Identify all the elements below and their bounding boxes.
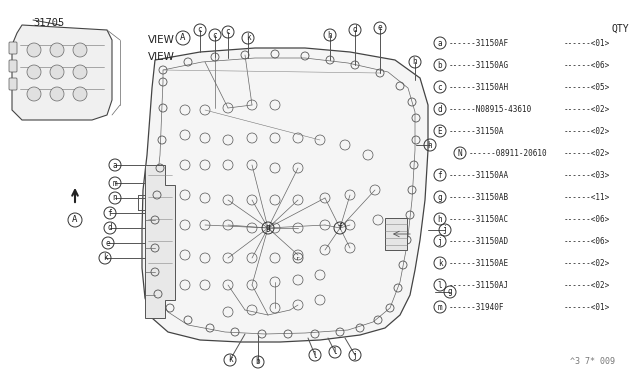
Text: A: A <box>180 33 186 42</box>
Text: ------<02>: ------<02> <box>564 259 610 267</box>
Text: l: l <box>333 347 337 356</box>
Text: ------<05>: ------<05> <box>564 83 610 92</box>
Text: k: k <box>438 259 442 267</box>
Circle shape <box>27 87 41 101</box>
Text: ------<06>: ------<06> <box>564 61 610 70</box>
Text: QTY: QTY <box>611 24 629 34</box>
Text: N: N <box>458 148 462 157</box>
Bar <box>385 218 407 250</box>
Text: ------31150AF: ------31150AF <box>449 38 509 48</box>
Text: ------31150AJ: ------31150AJ <box>449 280 509 289</box>
Text: c: c <box>438 83 442 92</box>
Text: ------<02>: ------<02> <box>564 280 610 289</box>
Text: ------<01>: ------<01> <box>564 38 610 48</box>
Text: ------<02>: ------<02> <box>564 148 610 157</box>
Polygon shape <box>145 165 175 318</box>
Text: g: g <box>438 192 442 202</box>
Text: g: g <box>448 288 452 296</box>
Text: f: f <box>438 170 442 180</box>
Text: ------31150AB: ------31150AB <box>449 192 509 202</box>
Text: ------31150AC: ------31150AC <box>449 215 509 224</box>
Text: a: a <box>438 38 442 48</box>
Text: c: c <box>198 26 202 35</box>
Circle shape <box>27 65 41 79</box>
Text: E: E <box>438 126 442 135</box>
Circle shape <box>50 87 64 101</box>
Text: ------31940F: ------31940F <box>449 302 504 311</box>
Text: d: d <box>353 26 357 35</box>
Circle shape <box>73 65 87 79</box>
Text: c: c <box>226 28 230 36</box>
Text: f: f <box>338 224 342 232</box>
Text: e: e <box>378 23 382 32</box>
Text: m: m <box>113 179 117 187</box>
Text: l: l <box>438 280 442 289</box>
Text: ------<02>: ------<02> <box>564 105 610 113</box>
Text: l: l <box>313 350 317 359</box>
Circle shape <box>73 87 87 101</box>
Text: h: h <box>428 141 432 150</box>
Text: 31705: 31705 <box>33 18 64 28</box>
Text: ------31150AD: ------31150AD <box>449 237 509 246</box>
Text: ------31150AA: ------31150AA <box>449 170 509 180</box>
Text: n: n <box>113 193 117 202</box>
Text: k: k <box>228 356 232 365</box>
Text: g: g <box>266 224 270 232</box>
Text: ------<11>: ------<11> <box>564 192 610 202</box>
Text: a: a <box>113 160 117 170</box>
Text: d: d <box>108 224 112 232</box>
FancyBboxPatch shape <box>9 42 17 54</box>
Circle shape <box>50 65 64 79</box>
Text: ------<06>: ------<06> <box>564 237 610 246</box>
Text: ------31150AG: ------31150AG <box>449 61 509 70</box>
Text: VIEW: VIEW <box>148 52 175 62</box>
Polygon shape <box>12 25 112 120</box>
Circle shape <box>73 43 87 57</box>
Text: k: k <box>102 253 108 263</box>
Text: ------31150AH: ------31150AH <box>449 83 509 92</box>
Text: ^3 7* 009: ^3 7* 009 <box>570 357 615 366</box>
Text: c: c <box>212 31 218 39</box>
Text: e: e <box>106 238 110 247</box>
Circle shape <box>50 43 64 57</box>
Text: f: f <box>108 208 112 218</box>
FancyBboxPatch shape <box>9 60 17 72</box>
Text: ------08911-20610: ------08911-20610 <box>469 148 548 157</box>
Text: b: b <box>256 357 260 366</box>
Text: h: h <box>413 58 417 67</box>
Text: ------<02>: ------<02> <box>564 126 610 135</box>
Text: d: d <box>438 105 442 113</box>
Text: ------<06>: ------<06> <box>564 215 610 224</box>
Text: r: r <box>296 256 300 260</box>
Circle shape <box>27 43 41 57</box>
Text: ------31150AE: ------31150AE <box>449 259 509 267</box>
Text: VIEW: VIEW <box>148 35 175 45</box>
Text: j: j <box>443 225 447 234</box>
Text: k: k <box>246 33 250 42</box>
Text: ------N08915-43610: ------N08915-43610 <box>449 105 532 113</box>
Text: h: h <box>438 215 442 224</box>
Text: m: m <box>438 302 442 311</box>
Text: b: b <box>438 61 442 70</box>
Text: ------<01>: ------<01> <box>564 302 610 311</box>
Polygon shape <box>142 48 428 342</box>
Text: A: A <box>72 215 77 224</box>
Text: j: j <box>438 237 442 246</box>
FancyBboxPatch shape <box>9 78 17 90</box>
Text: ------31150A: ------31150A <box>449 126 504 135</box>
Text: ------<03>: ------<03> <box>564 170 610 180</box>
Text: j: j <box>353 350 357 359</box>
Text: h: h <box>328 31 332 39</box>
